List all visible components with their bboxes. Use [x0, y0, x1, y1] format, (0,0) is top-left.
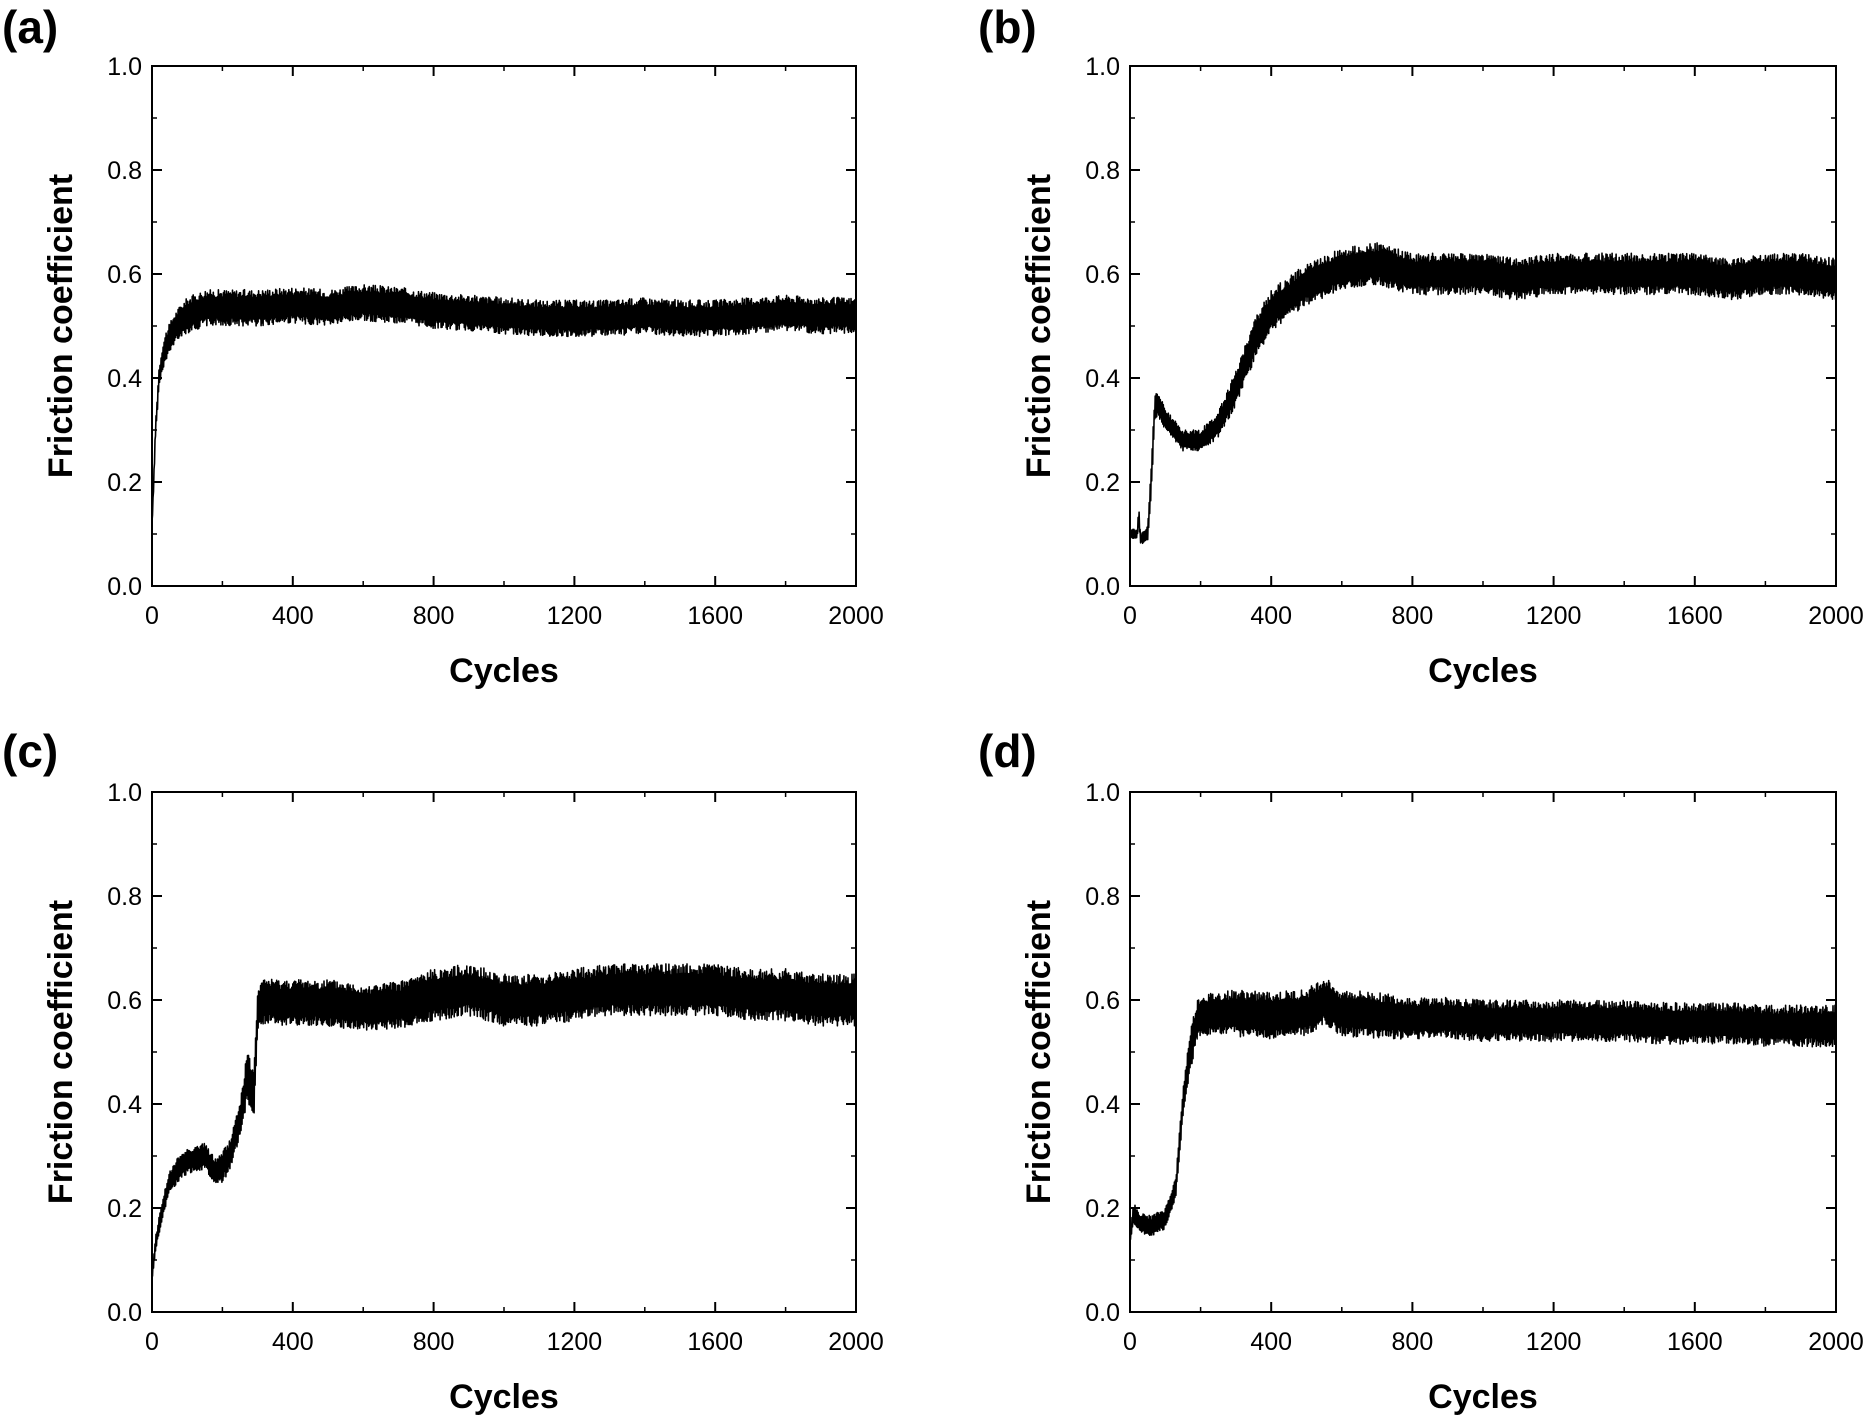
- x-tick-label: 2000: [828, 602, 884, 630]
- x-tick-label: 1200: [547, 602, 603, 630]
- x-tick-label: 800: [1392, 602, 1434, 630]
- x-tick-label: 400: [272, 1328, 314, 1356]
- x-tick-label: 1600: [1667, 1328, 1723, 1356]
- x-tick-label: 0: [1123, 1328, 1137, 1356]
- chart-d: 0.0 0.2 0.4 0.6 0.8 1.0 0 400 800 1200 1600 2000 Cyc…: [1020, 779, 1864, 1416]
- chart-b: 0.0 0.2 0.4 0.6 0.8 1.0 0 400 800 1200 1600 2000 Cyc…: [1020, 53, 1864, 690]
- x-axis-title: Cycles: [449, 1378, 559, 1416]
- y-axis-title: Friction coefficient: [1020, 900, 1058, 1204]
- panel-label-a: (a): [2, 1, 59, 53]
- chart-c: 0.0 0.2 0.4 0.6 0.8 1.0 0 400 800 1200 1600 2000 Cyc…: [42, 779, 884, 1416]
- x-tick-label: 400: [1250, 602, 1292, 630]
- x-axis-title: Cycles: [1428, 1378, 1538, 1416]
- x-axis-title: Cycles: [1428, 652, 1538, 690]
- y-tick-label: 0.0: [1085, 1299, 1120, 1327]
- y-tick-label: 1.0: [1085, 779, 1120, 807]
- x-tick-label: 0: [1123, 602, 1137, 630]
- y-tick-label: 0.2: [107, 469, 142, 497]
- x-tick-label: 1200: [1526, 602, 1582, 630]
- series-line-friction: [151, 963, 857, 1277]
- y-tick-label: 0.0: [1085, 573, 1120, 601]
- x-tick-label: 1600: [687, 602, 743, 630]
- series-line-friction: [1129, 979, 1837, 1241]
- series-line-friction: [151, 284, 857, 522]
- panel-label-d: (d): [978, 725, 1037, 777]
- plot-frame: [1129, 791, 1837, 1313]
- y-tick-label: 0.6: [1085, 987, 1120, 1015]
- y-tick-label: 0.0: [107, 573, 142, 601]
- x-axis-title: Cycles: [449, 652, 559, 690]
- panel-label-c: (c): [2, 725, 59, 777]
- y-tick-label: 0.6: [1085, 261, 1120, 289]
- series-line-friction: [1129, 242, 1837, 545]
- y-axis-title: Friction coefficient: [42, 174, 80, 478]
- x-tick-label: 400: [272, 602, 314, 630]
- y-tick-label: 0.2: [107, 1195, 142, 1223]
- y-tick-label: 0.2: [1085, 1195, 1120, 1223]
- y-tick-label: 1.0: [107, 779, 142, 807]
- y-tick-label: 0.0: [107, 1299, 142, 1327]
- y-tick-label: 0.6: [107, 261, 142, 289]
- x-tick-label: 0: [145, 1328, 159, 1356]
- panel-label-b: (b): [978, 1, 1037, 53]
- y-tick-label: 0.4: [107, 365, 142, 393]
- y-tick-label: 0.2: [1085, 469, 1120, 497]
- y-tick-label: 1.0: [107, 53, 142, 81]
- x-tick-label: 400: [1250, 1328, 1292, 1356]
- x-tick-label: 1200: [1526, 1328, 1582, 1356]
- y-tick-label: 0.8: [1085, 883, 1120, 911]
- y-tick-label: 0.8: [107, 883, 142, 911]
- plot-frame: [151, 791, 857, 1313]
- chart-a: 0.0 0.2 0.4 0.6 0.8 1.0 0 400 800 1200 1600 2000 Cyc…: [42, 53, 884, 690]
- y-tick-label: 0.8: [1085, 157, 1120, 185]
- x-tick-label: 1600: [1667, 602, 1723, 630]
- x-tick-label: 2000: [1808, 1328, 1864, 1356]
- y-axis-title: Friction coefficient: [42, 900, 80, 1204]
- x-tick-label: 800: [413, 602, 455, 630]
- y-tick-label: 0.4: [1085, 1091, 1120, 1119]
- y-tick-label: 0.8: [107, 157, 142, 185]
- x-tick-label: 0: [145, 602, 159, 630]
- x-tick-label: 2000: [1808, 602, 1864, 630]
- y-tick-label: 1.0: [1085, 53, 1120, 81]
- y-tick-label: 0.6: [107, 987, 142, 1015]
- y-axis-title: Friction coefficient: [1020, 174, 1058, 478]
- x-tick-label: 800: [1392, 1328, 1434, 1356]
- x-tick-label: 1600: [687, 1328, 743, 1356]
- x-tick-label: 800: [413, 1328, 455, 1356]
- x-tick-label: 1200: [547, 1328, 603, 1356]
- plot-frame: [1129, 65, 1837, 587]
- y-tick-label: 0.4: [1085, 365, 1120, 393]
- x-tick-label: 2000: [828, 1328, 884, 1356]
- y-tick-label: 0.4: [107, 1091, 142, 1119]
